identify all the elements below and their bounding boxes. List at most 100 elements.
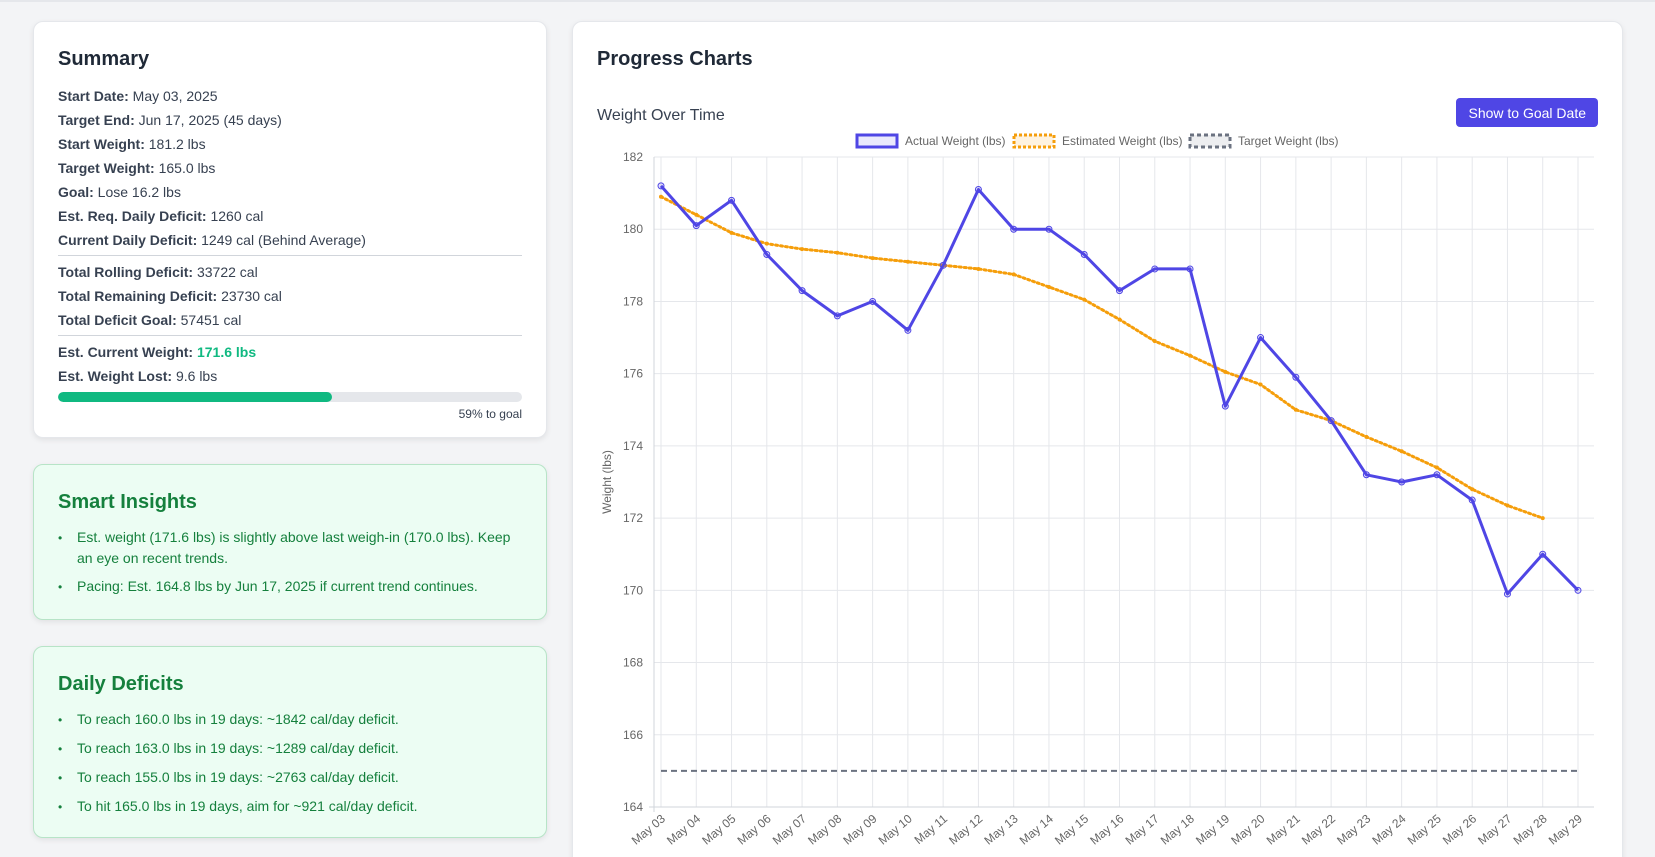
- data-point[interactable]: [833, 312, 841, 320]
- data-point[interactable]: [1293, 407, 1298, 412]
- summary-row-value: Lose 16.2 lbs: [93, 184, 181, 200]
- x-tick-label: May 26: [1440, 811, 1479, 847]
- data-point[interactable]: [1223, 369, 1228, 374]
- data-point[interactable]: [1221, 402, 1229, 410]
- data-point[interactable]: [763, 251, 771, 258]
- data-point[interactable]: [1362, 471, 1370, 479]
- data-point[interactable]: [764, 241, 769, 246]
- smart-insights-card: Smart Insights Est. weight (171.6 lbs) i…: [33, 464, 547, 620]
- legend-label[interactable]: Actual Weight (lbs): [905, 134, 1005, 148]
- deficit-item: To hit 165.0 lbs in 19 days, aim for ~92…: [58, 796, 522, 817]
- legend-label[interactable]: Estimated Weight (lbs): [1062, 134, 1183, 148]
- data-point[interactable]: [1011, 272, 1016, 277]
- data-point[interactable]: [1539, 550, 1547, 558]
- smart-insights-list: Est. weight (171.6 lbs) is slightly abov…: [58, 527, 522, 597]
- x-tick-label: May 03: [629, 811, 668, 847]
- data-point[interactable]: [1503, 590, 1511, 598]
- data-point[interactable]: [1574, 586, 1582, 594]
- goal-progress-bar: [58, 392, 522, 402]
- data-point[interactable]: [1082, 297, 1087, 302]
- data-point[interactable]: [692, 222, 700, 230]
- insight-item: Pacing: Est. 164.8 lbs by Jun 17, 2025 i…: [58, 576, 522, 597]
- data-point[interactable]: [904, 326, 912, 334]
- summary-rows-estimate: Est. Current Weight: 171.6 lbs Est. Weigh…: [58, 340, 522, 388]
- data-point[interactable]: [1292, 373, 1300, 381]
- legend-swatch[interactable]: [855, 133, 899, 149]
- summary-row: Est. Req. Daily Deficit: 1260 cal: [58, 204, 522, 228]
- data-point[interactable]: [1505, 503, 1510, 508]
- y-tick-label: 180: [623, 222, 643, 236]
- data-point[interactable]: [869, 297, 877, 305]
- data-point[interactable]: [1045, 225, 1053, 233]
- legend-swatch[interactable]: [1188, 133, 1232, 149]
- summary-row: Total Remaining Deficit: 23730 cal: [58, 284, 522, 308]
- data-point[interactable]: [1046, 285, 1051, 289]
- data-point[interactable]: [1257, 334, 1265, 342]
- deficit-item: To reach 163.0 lbs in 19 days: ~1289 cal…: [58, 738, 522, 759]
- data-point[interactable]: [729, 230, 734, 235]
- data-point[interactable]: [1470, 487, 1475, 492]
- summary-rows-deficit: Total Rolling Deficit: 33722 cal Total Re…: [58, 260, 522, 332]
- summary-row-value: May 03, 2025: [128, 88, 218, 104]
- data-point[interactable]: [1080, 251, 1088, 258]
- summary-row-label: Total Rolling Deficit:: [58, 264, 194, 280]
- data-point[interactable]: [1399, 449, 1404, 454]
- daily-deficits-list: To reach 160.0 lbs in 19 days: ~1842 cal…: [58, 709, 522, 817]
- data-point[interactable]: [976, 266, 981, 271]
- data-point[interactable]: [974, 186, 982, 193]
- x-tick-label: May 29: [1546, 811, 1585, 847]
- summary-row: Total Deficit Goal: 57451 cal: [58, 308, 522, 332]
- data-point[interactable]: [835, 250, 840, 255]
- daily-deficits-card: Daily Deficits To reach 160.0 lbs in 19 …: [33, 646, 547, 838]
- chart-subtitle: Weight Over Time: [597, 107, 725, 124]
- x-tick-label: May 25: [1405, 811, 1444, 847]
- summary-row-label: Target End:: [58, 112, 135, 128]
- summary-row-label: Start Date:: [58, 88, 129, 104]
- data-point[interactable]: [905, 259, 910, 264]
- data-point[interactable]: [800, 247, 805, 252]
- summary-row: Est. Weight Lost: 9.6 lbs: [58, 364, 522, 388]
- data-point[interactable]: [1364, 434, 1369, 439]
- data-point[interactable]: [728, 196, 736, 204]
- y-tick-label: 178: [623, 294, 643, 308]
- y-axis-label: Weight (lbs): [600, 450, 614, 514]
- data-point[interactable]: [659, 194, 663, 199]
- data-point[interactable]: [870, 256, 875, 261]
- data-point[interactable]: [657, 182, 665, 190]
- data-point[interactable]: [1010, 225, 1018, 233]
- summary-divider: [58, 335, 522, 336]
- summary-row: Start Date: May 03, 2025: [58, 84, 522, 108]
- data-point[interactable]: [1116, 287, 1123, 295]
- x-tick-label: May 05: [699, 811, 738, 847]
- data-point[interactable]: [1186, 265, 1194, 273]
- data-point[interactable]: [939, 261, 947, 269]
- data-point[interactable]: [1540, 516, 1545, 521]
- legend-label[interactable]: Target Weight (lbs): [1238, 134, 1338, 148]
- x-tick-label: May 20: [1228, 811, 1267, 847]
- x-tick-label: May 19: [1193, 811, 1232, 847]
- data-point[interactable]: [1468, 496, 1476, 504]
- legend-swatch[interactable]: [1012, 133, 1056, 149]
- show-to-goal-date-button[interactable]: Show to Goal Date: [1456, 98, 1598, 127]
- data-point[interactable]: [1258, 382, 1263, 387]
- data-point[interactable]: [798, 287, 806, 295]
- x-tick-label: May 28: [1511, 811, 1550, 847]
- data-point[interactable]: [1117, 317, 1122, 322]
- data-point[interactable]: [1433, 471, 1441, 479]
- data-point[interactable]: [1434, 465, 1439, 470]
- data-point[interactable]: [1398, 478, 1406, 486]
- data-point[interactable]: [1152, 339, 1157, 344]
- summary-row-label: Est. Req. Daily Deficit:: [58, 208, 207, 224]
- summary-row-value: 171.6 lbs: [193, 344, 257, 360]
- data-point[interactable]: [1327, 417, 1335, 425]
- data-point[interactable]: [694, 212, 699, 217]
- y-tick-label: 172: [623, 511, 643, 525]
- data-point[interactable]: [1151, 265, 1159, 273]
- x-tick-label: May 08: [805, 811, 844, 847]
- data-point[interactable]: [1188, 353, 1193, 358]
- y-tick-label: 182: [623, 150, 643, 164]
- insight-item: Est. weight (171.6 lbs) is slightly abov…: [58, 527, 522, 568]
- summary-row: Total Rolling Deficit: 33722 cal: [58, 260, 522, 284]
- x-tick-label: May 06: [735, 811, 774, 847]
